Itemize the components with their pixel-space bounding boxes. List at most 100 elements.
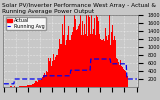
Bar — [98, 36, 99, 87]
Bar — [123, 69, 124, 87]
Bar — [73, 27, 74, 87]
Bar — [94, 18, 95, 87]
Bar — [78, 26, 79, 87]
Bar — [66, 40, 67, 87]
Bar — [27, 85, 28, 87]
Bar — [102, 34, 103, 87]
Bar — [91, 11, 92, 87]
Bar — [39, 80, 40, 87]
Bar — [77, 29, 78, 87]
Bar — [52, 61, 53, 87]
Bar — [47, 72, 48, 87]
Bar — [125, 70, 126, 87]
Bar — [110, 45, 111, 87]
Bar — [69, 40, 70, 87]
Bar — [67, 35, 68, 87]
Bar — [46, 71, 47, 87]
Bar — [95, 35, 96, 87]
Bar — [124, 70, 125, 87]
Bar — [57, 55, 58, 87]
Bar — [109, 11, 110, 87]
Bar — [59, 39, 60, 87]
Bar — [31, 85, 32, 87]
Bar — [117, 59, 118, 87]
Bar — [71, 34, 72, 87]
Bar — [116, 57, 117, 87]
Bar — [50, 58, 51, 87]
Bar — [127, 76, 128, 87]
Bar — [26, 86, 27, 87]
Bar — [35, 81, 36, 87]
Bar — [48, 58, 49, 87]
Bar — [92, 34, 93, 87]
Bar — [84, 24, 85, 87]
Bar — [118, 62, 119, 87]
Bar — [20, 86, 21, 87]
Bar — [70, 40, 71, 87]
Bar — [103, 39, 104, 87]
Bar — [58, 49, 59, 87]
Bar — [75, 19, 76, 87]
Bar — [41, 80, 42, 87]
Bar — [114, 36, 115, 87]
Bar — [40, 80, 41, 87]
Bar — [72, 32, 73, 87]
Bar — [61, 44, 62, 87]
Bar — [42, 77, 43, 87]
Bar — [56, 55, 57, 87]
Bar — [64, 13, 65, 87]
Bar — [90, 34, 91, 87]
Bar — [99, 34, 100, 87]
Bar — [14, 86, 15, 87]
Bar — [111, 32, 112, 87]
Bar — [63, 35, 64, 87]
Bar — [93, 29, 94, 87]
Bar — [33, 84, 34, 87]
Text: Solar PV/Inverter Performance West Array - Actual & Running Average Power Output: Solar PV/Inverter Performance West Array… — [2, 3, 156, 14]
Bar — [96, 15, 97, 87]
Bar — [82, 21, 83, 87]
Bar — [89, 17, 90, 87]
Bar — [49, 61, 50, 87]
Bar — [38, 80, 39, 87]
Bar — [65, 45, 66, 87]
Bar — [32, 84, 33, 87]
Bar — [60, 44, 61, 87]
Bar — [23, 86, 24, 87]
Bar — [76, 30, 77, 87]
Bar — [107, 40, 108, 87]
Bar — [105, 28, 106, 87]
Bar — [100, 39, 101, 87]
Bar — [97, 17, 98, 87]
Bar — [53, 54, 54, 87]
Bar — [28, 85, 29, 87]
Bar — [36, 81, 37, 87]
Bar — [79, 24, 80, 87]
Bar — [87, 36, 88, 87]
Bar — [83, 35, 84, 87]
Bar — [120, 67, 121, 87]
Bar — [119, 65, 120, 87]
Bar — [68, 26, 69, 87]
Bar — [51, 66, 52, 87]
Bar — [44, 73, 45, 87]
Bar — [80, 11, 81, 87]
Bar — [10, 86, 11, 87]
Bar — [112, 46, 113, 87]
Bar — [101, 40, 102, 87]
Bar — [37, 82, 38, 87]
Bar — [21, 86, 22, 87]
Bar — [22, 86, 23, 87]
Bar — [126, 75, 127, 87]
Bar — [81, 35, 82, 87]
Bar — [113, 40, 114, 87]
Bar — [88, 14, 89, 87]
Bar — [11, 86, 12, 87]
Bar — [85, 34, 86, 87]
Bar — [86, 15, 87, 87]
Bar — [106, 36, 107, 87]
Bar — [43, 75, 44, 87]
Bar — [55, 57, 56, 87]
Bar — [54, 60, 55, 87]
Bar — [115, 40, 116, 87]
